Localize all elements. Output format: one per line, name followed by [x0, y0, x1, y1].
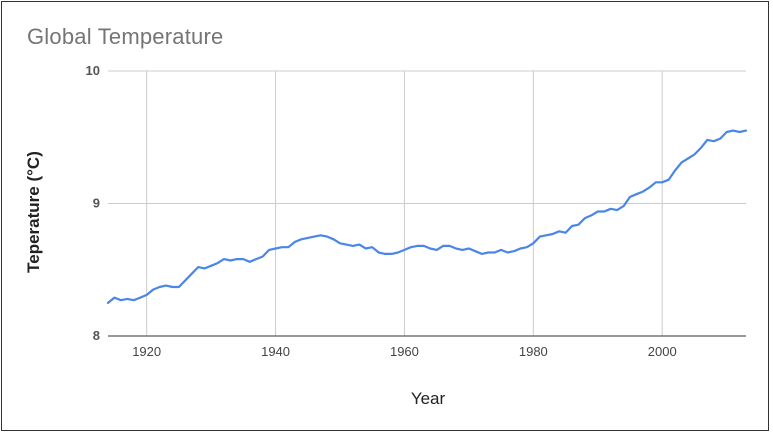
x-tick-label: 1960 — [390, 344, 419, 359]
x-tick-label: 1980 — [519, 344, 548, 359]
y-tick-label: 9 — [93, 196, 100, 211]
x-axis-title: Year — [411, 389, 446, 408]
chart-title: Global Temperature — [27, 24, 224, 49]
x-tick-label: 1920 — [132, 344, 161, 359]
tick-labels: 1920 1940 1960 1980 2000 8 9 10 — [86, 63, 677, 359]
x-tick-label: 1940 — [261, 344, 290, 359]
x-tick-label: 2000 — [648, 344, 677, 359]
y-tick-label: 8 — [93, 328, 100, 343]
chart-container: Global Temperature — [1, 1, 769, 431]
series-layer — [106, 129, 748, 304]
y-axis-title: Teperature (°C) — [24, 151, 43, 273]
series-line — [106, 129, 748, 304]
y-tick-label: 10 — [86, 63, 100, 78]
grid-lines — [108, 70, 746, 337]
